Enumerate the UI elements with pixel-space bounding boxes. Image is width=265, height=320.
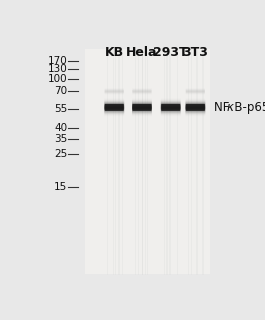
FancyBboxPatch shape [104, 106, 124, 108]
FancyBboxPatch shape [132, 112, 152, 114]
FancyBboxPatch shape [132, 103, 152, 106]
FancyBboxPatch shape [105, 91, 124, 92]
FancyBboxPatch shape [161, 102, 181, 104]
FancyBboxPatch shape [186, 102, 205, 104]
FancyBboxPatch shape [161, 104, 180, 111]
FancyBboxPatch shape [186, 91, 205, 92]
FancyBboxPatch shape [104, 110, 124, 113]
Text: 3T3: 3T3 [182, 46, 208, 59]
Text: 170: 170 [48, 56, 67, 66]
FancyBboxPatch shape [186, 110, 205, 113]
FancyBboxPatch shape [186, 103, 205, 106]
FancyBboxPatch shape [132, 104, 152, 111]
FancyBboxPatch shape [186, 108, 205, 110]
FancyBboxPatch shape [104, 101, 124, 103]
FancyBboxPatch shape [186, 106, 205, 108]
FancyBboxPatch shape [132, 91, 152, 93]
FancyBboxPatch shape [186, 90, 205, 92]
Text: Hela: Hela [126, 46, 158, 59]
FancyBboxPatch shape [104, 107, 124, 109]
FancyBboxPatch shape [186, 112, 205, 114]
Text: 55: 55 [54, 104, 67, 114]
FancyBboxPatch shape [132, 106, 152, 108]
Text: 70: 70 [54, 86, 67, 96]
FancyBboxPatch shape [186, 101, 205, 103]
Text: 100: 100 [48, 74, 67, 84]
FancyBboxPatch shape [161, 107, 181, 109]
FancyBboxPatch shape [161, 103, 181, 106]
FancyBboxPatch shape [161, 101, 181, 103]
FancyBboxPatch shape [86, 50, 210, 274]
FancyBboxPatch shape [132, 102, 152, 104]
FancyBboxPatch shape [105, 90, 124, 92]
FancyBboxPatch shape [104, 112, 124, 114]
Text: NF: NF [214, 101, 232, 114]
FancyBboxPatch shape [104, 108, 124, 110]
FancyBboxPatch shape [132, 105, 152, 107]
FancyBboxPatch shape [161, 112, 181, 114]
FancyBboxPatch shape [104, 105, 124, 107]
FancyBboxPatch shape [161, 108, 181, 110]
FancyBboxPatch shape [132, 107, 152, 109]
FancyBboxPatch shape [105, 104, 124, 111]
FancyBboxPatch shape [161, 105, 181, 107]
FancyBboxPatch shape [132, 110, 152, 113]
FancyBboxPatch shape [161, 109, 181, 111]
Text: 25: 25 [54, 149, 67, 159]
Text: 40: 40 [54, 123, 67, 132]
FancyBboxPatch shape [104, 102, 124, 104]
FancyBboxPatch shape [186, 109, 205, 111]
Text: κ: κ [226, 101, 233, 114]
FancyBboxPatch shape [132, 109, 152, 111]
Text: B-p65: B-p65 [232, 101, 265, 114]
Text: 15: 15 [54, 182, 67, 192]
FancyBboxPatch shape [161, 110, 181, 113]
Text: KB: KB [105, 46, 124, 59]
FancyBboxPatch shape [186, 105, 205, 107]
FancyBboxPatch shape [186, 107, 205, 109]
Text: 35: 35 [54, 134, 67, 144]
FancyBboxPatch shape [132, 108, 152, 110]
FancyBboxPatch shape [132, 90, 152, 92]
FancyBboxPatch shape [186, 104, 205, 111]
FancyBboxPatch shape [132, 101, 152, 103]
FancyBboxPatch shape [105, 91, 124, 93]
FancyBboxPatch shape [132, 91, 152, 92]
Text: 130: 130 [48, 64, 67, 74]
FancyBboxPatch shape [161, 106, 181, 108]
FancyBboxPatch shape [104, 109, 124, 111]
Text: 293T: 293T [153, 46, 188, 59]
FancyBboxPatch shape [104, 103, 124, 106]
FancyBboxPatch shape [186, 91, 205, 93]
